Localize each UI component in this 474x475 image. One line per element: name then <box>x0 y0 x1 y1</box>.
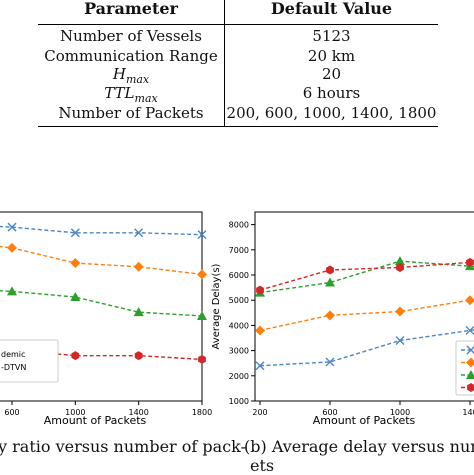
chart-b-point <box>255 361 265 371</box>
chart-b-point <box>325 277 335 287</box>
chart-a-point <box>70 258 81 269</box>
chart-b-ytick-label: 7000 <box>229 246 249 255</box>
chart-b-legend-marker <box>467 383 474 392</box>
chart-b-xtick-label: 1000 <box>390 408 410 417</box>
chart-a-series-line <box>0 225 203 236</box>
chart-b-point <box>395 256 405 266</box>
chart-b-series-line <box>259 261 474 291</box>
chart-b-point <box>255 325 265 336</box>
row-param-packets: Number of Packets <box>58 104 204 122</box>
chart-a-point <box>7 286 17 296</box>
chart-b-xtick-label: 600 <box>322 408 337 417</box>
chart-b-ytick-label: 5000 <box>229 296 249 305</box>
chart-b-ytick-label: 2000 <box>229 372 249 381</box>
caption-left-line1: y ratio versus number of pack- <box>0 437 246 456</box>
row-param-hmax: Hmax <box>38 64 224 90</box>
chart-a-point <box>134 228 144 238</box>
ttlmax-symbol: TTLmax <box>104 84 158 105</box>
chart-b-ytick-label: 3000 <box>229 347 249 356</box>
table-bottom-rule <box>38 126 438 127</box>
chart-b-series-line <box>259 329 474 367</box>
chart-b-ytick-label: 8000 <box>229 221 249 230</box>
chart-a-series-line <box>0 290 203 317</box>
chart-b-point <box>395 306 405 317</box>
row-value-packets: 200, 600, 1000, 1400, 1800 <box>226 104 437 122</box>
chart-a-xtick-label: 1000 <box>65 408 85 417</box>
chart-b-point <box>256 285 264 295</box>
chart-b-point <box>396 262 404 272</box>
chart-a-xtick-label: 600 <box>4 408 19 417</box>
chart-b-legend-marker <box>466 370 474 379</box>
chart-b-ytick-label: 4000 <box>229 321 249 330</box>
chart-a-point <box>133 261 144 272</box>
header-default-value: Default Value <box>270 0 393 18</box>
chart-b-point <box>395 336 405 346</box>
chart-b-series-line <box>259 298 474 332</box>
chart-b-ytick-label: 6000 <box>229 271 249 280</box>
chart-a-xtick-label: 1800 <box>192 408 212 417</box>
chart-a-legend-label: -DTVN <box>1 363 26 372</box>
chart-a-point <box>197 310 207 320</box>
chart-a-xlabel: Amount of Packets <box>44 414 147 427</box>
chart-a-point <box>7 222 17 232</box>
row-value-hmax: 20 <box>321 65 342 83</box>
chart-a-point <box>133 307 144 317</box>
table-column-divider <box>224 0 225 126</box>
chart-a-legend-label: demic <box>1 350 25 359</box>
table-header-rule <box>38 24 438 25</box>
chart-a-point <box>70 292 81 302</box>
chart-b-point <box>325 357 335 367</box>
row-value-ttlmax: 6 hours <box>302 84 361 102</box>
caption-right-line1: (b) Average delay versus num <box>244 437 474 456</box>
row-param-ttlmax: TTLmax <box>38 83 224 109</box>
chart-b-ylabel: Average Delay(s) <box>211 263 222 349</box>
row-value-vessels: 5123 <box>312 27 351 45</box>
chart-a-point <box>134 351 143 361</box>
chart-b-point <box>325 310 335 321</box>
row-param-vessels: Number of Vessels <box>60 27 202 45</box>
row-param-range: Communication Range <box>44 47 218 65</box>
caption-left-line2: ets <box>250 456 275 475</box>
chart-b-series-line <box>259 260 474 294</box>
chart-a-point <box>197 230 207 240</box>
chart-b-xtick-label: 200 <box>252 408 267 417</box>
chart-b-legend-box <box>455 340 474 396</box>
chart-b-point <box>465 325 474 335</box>
chart-b-point <box>326 265 334 275</box>
chart-b-point <box>466 257 474 267</box>
chart-a-point <box>198 354 206 364</box>
chart-b-legend-marker <box>466 357 474 368</box>
row-value-range: 20 km <box>307 47 356 65</box>
chart-a-legend: demic -DTVN <box>0 339 59 383</box>
chart-a-point <box>197 269 207 280</box>
header-parameter: Parameter <box>84 0 178 18</box>
hmax-symbol: Hmax <box>112 65 150 86</box>
chart-b-xlabel: Amount of Packets <box>313 414 416 427</box>
chart-b-point <box>465 295 474 306</box>
chart-a-point <box>70 228 80 238</box>
chart-a-point <box>71 351 80 361</box>
chart-b-frame <box>254 211 474 402</box>
chart-a-series-line <box>0 245 203 276</box>
chart-a-frame <box>0 211 203 402</box>
chart-a-legend-box <box>0 339 59 383</box>
chart-b-ytick-label: 1000 <box>229 397 249 406</box>
chart-a-xtick-label: 1400 <box>128 408 148 417</box>
chart-b-xtick-label: 140 <box>462 408 474 417</box>
chart-a-point <box>7 242 17 253</box>
